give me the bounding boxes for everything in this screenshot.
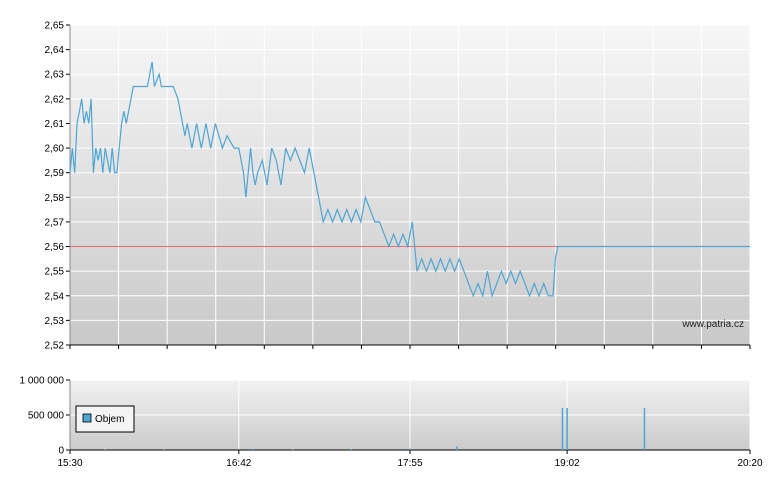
price-y-tick-label: 2,60 — [45, 144, 65, 155]
watermark: www.patria.cz — [681, 319, 744, 330]
price-y-tick-label: 2,54 — [45, 291, 65, 302]
price-y-tick-label: 2,57 — [45, 217, 65, 228]
volume-bar — [643, 408, 646, 450]
legend-label: Objem — [95, 414, 124, 425]
price-y-tick-label: 2,53 — [45, 316, 65, 327]
volume-y-axis: 1 000 000 500 000 0 — [20, 376, 71, 457]
price-y-tick-label: 2,59 — [45, 168, 65, 179]
x-tick-label: 20:20 — [737, 458, 762, 469]
price-series-line — [69, 61, 750, 298]
price-y-tick-label: 2,52 — [45, 341, 65, 352]
volume-y-tick-label: 1 000 000 — [20, 376, 65, 387]
x-tick-label: 15:30 — [57, 458, 82, 469]
legend-swatch — [82, 413, 92, 423]
x-tick-label: 17:55 — [397, 458, 422, 469]
volume-bar — [252, 448, 254, 450]
volume-bar — [350, 449, 353, 450]
volume-bar — [456, 446, 458, 450]
price-x-ticks — [69, 345, 751, 349]
x-tick-label: 16:42 — [226, 458, 251, 469]
price-y-tick-label: 2,61 — [45, 119, 65, 130]
volume-x-axis: 15:30 16:42 17:55 19:02 20:20 — [57, 450, 763, 469]
price-y-tick-label: 2,56 — [45, 242, 65, 253]
price-y-tick-label: 2,64 — [45, 45, 65, 56]
x-tick-label: 19:02 — [555, 458, 580, 469]
volume-y-tick-label: 500 000 — [28, 411, 65, 422]
price-y-tick-label: 2,55 — [45, 267, 65, 278]
price-panel: 2,65 2,64 2,63 2,62 2,61 2,60 2,59 2,58 2,57 2,56… — [45, 21, 751, 352]
volume-legend: Objem — [75, 405, 135, 433]
price-y-tick-label: 2,62 — [45, 94, 65, 105]
price-y-tick-label: 2,63 — [45, 70, 65, 81]
volume-y-tick-label: 0 — [58, 446, 64, 457]
price-y-axis: 2,65 2,64 2,63 2,62 2,61 2,60 2,59 2,58 2,57 2,56… — [45, 21, 71, 352]
volume-bar — [104, 449, 106, 450]
volume-bar — [561, 408, 564, 450]
price-y-tick-label: 2,65 — [45, 21, 65, 32]
volume-bars — [104, 408, 646, 450]
price-y-tick-label: 2,58 — [45, 193, 65, 204]
volume-bar — [292, 449, 294, 450]
volume-bar — [566, 408, 568, 450]
volume-bar — [409, 448, 411, 450]
volume-panel: 1 000 000 500 000 0 15:30 16:42 17:55 19:02 20… — [20, 376, 763, 470]
